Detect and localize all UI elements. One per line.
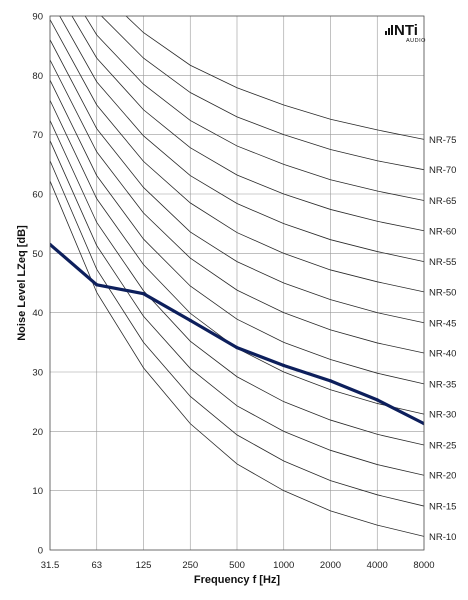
nr-curve-line: [84, 16, 424, 201]
nr-curve-label: NR-70: [429, 165, 456, 176]
measurement-point: [188, 318, 192, 322]
y-tick-label: 90: [32, 12, 43, 23]
x-tick-label: 125: [136, 560, 152, 571]
nr-curve-line: [50, 120, 424, 446]
nti-audio-logo: NTi AUDIO: [385, 22, 426, 44]
nr-curve-line: [50, 59, 424, 354]
nr-curve-line: [100, 16, 424, 171]
nr-curve-label: NR-50: [429, 287, 456, 298]
measurement-point: [282, 363, 286, 368]
y-tick-label: 20: [32, 427, 43, 438]
nr-curve-label: NR-60: [429, 226, 456, 237]
nr-curve-label: NR-20: [429, 471, 456, 482]
nr-curve-label: NR-55: [429, 257, 456, 268]
nr-curve-label: NR-15: [429, 502, 456, 513]
x-tick-label: 63: [91, 560, 102, 571]
nr-curve-line: [59, 16, 424, 263]
x-tick-label: 8000: [413, 560, 434, 571]
nr-curve-line: [50, 180, 424, 537]
nr-curve-label: NR-25: [429, 440, 456, 451]
signal-bars-icon: [385, 25, 393, 35]
nr-curve-line: [50, 160, 424, 507]
nr-curve-line: [71, 16, 424, 232]
x-tick-label: 4000: [367, 560, 388, 571]
logo-subtitle: AUDIO: [406, 38, 426, 44]
nr-curve-labels: NR-10 NR-15 NR-20 NR-25 NR-30 NR-35 NR-40 NR-45…: [429, 135, 456, 543]
measurement-point: [375, 398, 379, 402]
nr-curve-label: NR-65: [429, 196, 456, 207]
logo-name: NTi: [394, 22, 418, 39]
plot-frame: [49, 15, 425, 551]
x-axis-ticks: 31.5 63 125 250 500 1000 2000 4000 8000: [41, 560, 435, 571]
x-tick-label: 1000: [273, 560, 294, 571]
nr-curve-label: NR-35: [429, 379, 456, 390]
measurement-point: [141, 292, 146, 296]
nr-curve-label: NR-40: [429, 349, 456, 360]
y-tick-label: 80: [32, 71, 43, 82]
y-tick-label: 70: [32, 130, 43, 141]
measurement-point: [328, 379, 333, 383]
x-tick-label: 500: [229, 560, 245, 571]
nr-curve-line: [50, 19, 424, 293]
x-tick-label: 250: [182, 560, 198, 571]
nr-curve-label: NR-45: [429, 318, 456, 329]
nr-curve-line: [50, 140, 424, 476]
nr-curve-label: NR-30: [429, 410, 456, 421]
y-tick-label: 40: [32, 308, 43, 319]
x-tick-label: 31.5: [41, 560, 60, 571]
y-tick-label: 30: [32, 368, 43, 379]
measurement-point: [235, 346, 239, 350]
measurement-point: [95, 283, 99, 287]
nr-curves: [50, 16, 424, 537]
y-axis-ticks: 0 10 20 30 40 50 60 70 80 90: [32, 12, 43, 557]
y-tick-label: 0: [38, 546, 43, 557]
y-tick-label: 50: [32, 249, 43, 260]
nr-curve-line: [50, 39, 424, 324]
x-axis-title: Frequency f [Hz]: [194, 574, 281, 586]
nr-curve-line: [125, 16, 424, 140]
y-tick-label: 10: [32, 486, 43, 497]
nr-curve-label: NR-75: [429, 135, 456, 146]
nr-curve-label: NR-10: [429, 532, 456, 543]
nr-curve-line: [50, 79, 424, 385]
x-tick-label: 2000: [320, 560, 341, 571]
y-tick-label: 60: [32, 190, 43, 201]
y-axis-title: Noise Level LZeq [dB]: [16, 225, 28, 341]
